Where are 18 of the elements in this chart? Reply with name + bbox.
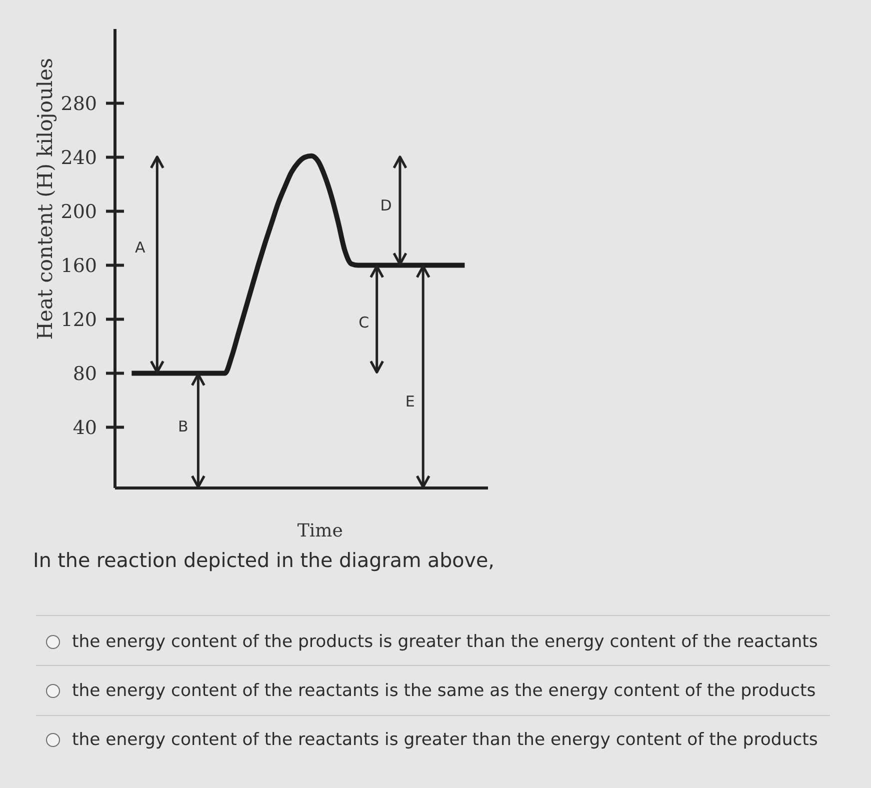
annotation: A <box>135 238 146 256</box>
y-axis-title: Heat content (H) kilojoules <box>33 58 58 340</box>
annotation: B <box>178 417 188 436</box>
y-tick-label: 240 <box>60 146 97 169</box>
x-axis-title: Time <box>297 520 343 542</box>
text: the energy content of the reactants is greater than the energy content of the products <box>72 729 818 751</box>
y-tick-label: 80 <box>72 362 97 385</box>
text: In the reaction depicted in the diagram above, <box>33 548 494 574</box>
y-tick-label: 40 <box>72 416 97 439</box>
annotation: E <box>405 392 415 410</box>
y-tick-label: 280 <box>60 92 97 115</box>
text: the energy content of the reactants is the same as the energy content of the products <box>72 680 816 702</box>
annotation: C <box>358 314 370 332</box>
text: the energy content of the products is greater than the energy content of the reactants <box>72 631 818 653</box>
y-tick-label: 120 <box>60 308 97 331</box>
y-tick-label: 160 <box>60 254 97 277</box>
y-tick-label: 200 <box>60 200 97 223</box>
annotation: D <box>380 196 392 214</box>
